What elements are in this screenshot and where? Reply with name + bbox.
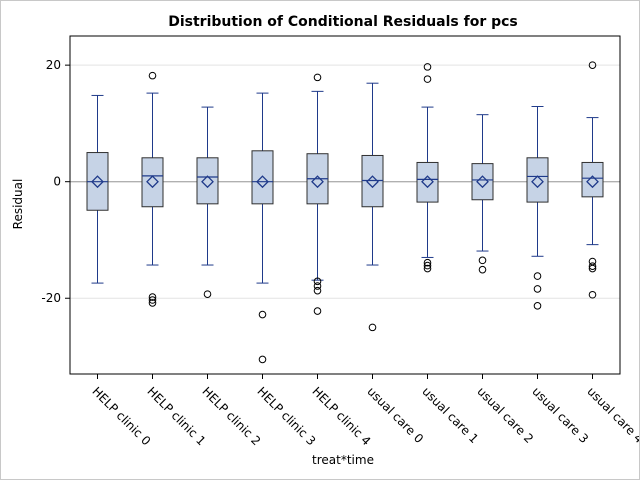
- outlier-point: [148, 299, 157, 307]
- outlier-point: [478, 265, 487, 274]
- box-iqr: [141, 157, 164, 208]
- x-tick-label: HELP clinic 0: [89, 384, 153, 448]
- outlier-point: [533, 285, 542, 293]
- outlier-point: [148, 71, 157, 80]
- y-tick-label: 20: [46, 58, 61, 72]
- outlier-point: [313, 73, 322, 82]
- outlier-point: [368, 323, 377, 332]
- mean-marker: [256, 175, 269, 189]
- outlier-point: [148, 293, 157, 301]
- x-tick-label: HELP clinic 3: [254, 384, 318, 448]
- x-tick-label: HELP clinic 4: [309, 384, 373, 448]
- x-tick-label: usual care 2: [474, 384, 536, 446]
- x-axis-label: treat*time: [312, 453, 374, 467]
- x-tick-label: usual care 0: [364, 384, 426, 446]
- x-tick-label: usual care 3: [529, 384, 591, 446]
- mean-marker: [421, 175, 434, 189]
- outlier-point: [258, 310, 267, 319]
- x-tick-label: HELP clinic 1: [144, 384, 208, 448]
- mean-marker: [146, 175, 159, 189]
- y-axis-label: Residual: [11, 179, 25, 230]
- outlier-point: [423, 258, 432, 267]
- outlier-point: [533, 272, 542, 280]
- box-iqr: [251, 150, 274, 205]
- outlier-point: [313, 286, 322, 295]
- outlier-point: [423, 261, 432, 270]
- mean-marker: [91, 175, 104, 189]
- x-tick-label: usual care 1: [419, 384, 481, 446]
- box-iqr: [196, 157, 219, 205]
- outlier-point: [203, 290, 212, 298]
- mean-marker: [201, 175, 214, 189]
- outlier-point: [313, 307, 322, 315]
- mean-marker: [586, 175, 599, 189]
- y-tick-label: 0: [53, 175, 61, 189]
- outlier-point: [533, 302, 542, 310]
- chart-title: Distribution of Conditional Residuals fo…: [168, 14, 518, 30]
- outlier-point: [148, 296, 157, 304]
- mean-marker: [366, 175, 379, 189]
- y-tick-label: -20: [41, 291, 61, 305]
- box-iqr: [471, 163, 494, 201]
- outlier-point: [588, 61, 597, 69]
- box-iqr: [526, 157, 549, 203]
- outlier-point: [588, 290, 597, 299]
- outlier-point: [423, 63, 432, 71]
- outlier-point: [258, 355, 267, 364]
- box-iqr: [581, 161, 604, 198]
- outlier-point: [423, 75, 432, 83]
- outlier-point: [478, 256, 487, 265]
- outlier-point: [588, 264, 597, 273]
- mean-marker: [476, 175, 489, 189]
- plot-border: [69, 35, 621, 375]
- outlier-point: [313, 277, 322, 286]
- outlier-point: [588, 262, 597, 270]
- x-tick-label: usual care 4: [584, 384, 639, 446]
- outlier-point: [423, 264, 432, 273]
- box-iqr: [416, 161, 439, 203]
- x-tick-label: HELP clinic 2: [199, 384, 263, 448]
- outlier-point: [313, 282, 322, 290]
- mean-marker: [531, 175, 544, 189]
- mean-marker: [311, 175, 324, 189]
